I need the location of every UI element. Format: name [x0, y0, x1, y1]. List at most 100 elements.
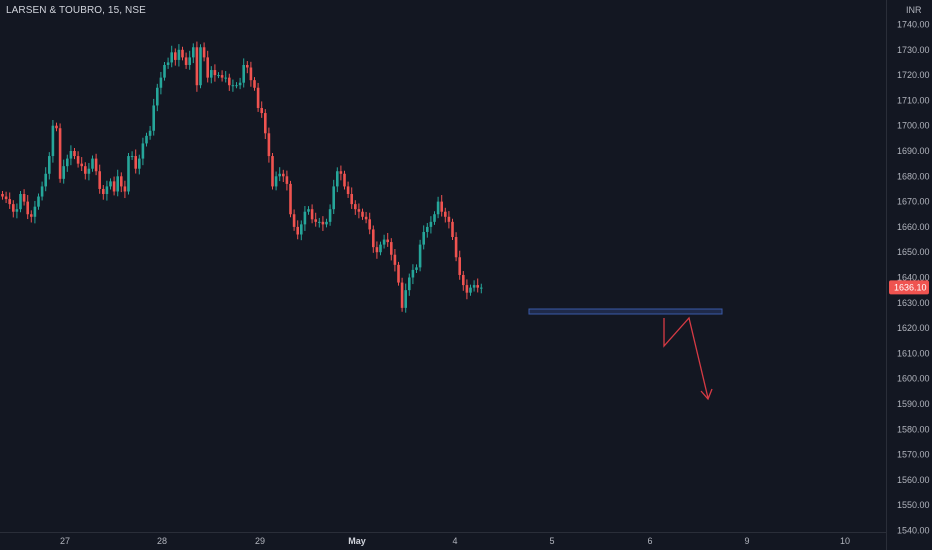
- candle-up: [332, 186, 335, 210]
- price-tick-label: 1700.00: [897, 121, 930, 131]
- candle-up: [382, 239, 386, 245]
- time-tick-label: 10: [840, 536, 850, 546]
- candle-down: [1, 194, 4, 197]
- candle-down: [339, 171, 343, 174]
- candle-down: [343, 173, 346, 187]
- candle-up: [177, 49, 181, 60]
- candle-down: [451, 221, 454, 238]
- candle-up: [138, 158, 141, 169]
- candle-down: [267, 133, 271, 157]
- projection-arrow-layer: [663, 316, 713, 401]
- candle-down: [350, 194, 353, 205]
- candle-up: [91, 158, 94, 169]
- candle-down: [321, 221, 325, 225]
- candle-down: [264, 113, 267, 134]
- candle-up: [66, 158, 69, 167]
- price-tick-label: 1720.00: [897, 70, 930, 80]
- candle-down: [393, 254, 397, 265]
- price-tick-label: 1540.00: [897, 526, 930, 536]
- candle-down: [123, 186, 127, 192]
- candle-up: [37, 196, 40, 207]
- candle-up: [328, 209, 332, 222]
- candle-up: [415, 267, 418, 270]
- candle-up: [210, 70, 213, 78]
- currency-label: INR: [906, 5, 922, 15]
- projection-path[interactable]: [663, 316, 709, 399]
- time-tick-label: 5: [549, 536, 554, 546]
- candle-up: [278, 173, 281, 177]
- price-tick-label: 1550.00: [897, 500, 930, 510]
- price-tick-label: 1580.00: [897, 424, 930, 434]
- candle-down: [12, 204, 15, 212]
- candle-down: [292, 214, 296, 227]
- candle-down: [181, 49, 184, 58]
- chart-title: LARSEN & TOUBRO, 15, NSE: [6, 5, 146, 16]
- price-tick-label: 1740.00: [897, 20, 930, 30]
- price-tick-label: 1680.00: [897, 171, 930, 181]
- candle-up: [404, 290, 407, 308]
- price-tick-label: 1610.00: [897, 348, 930, 358]
- price-tick-label: 1630.00: [897, 298, 930, 308]
- candle-up: [87, 168, 91, 174]
- price-tick-label: 1640.00: [897, 273, 930, 283]
- time-axis[interactable]: 27 28 29 May 4 5 6 9 10: [60, 536, 850, 546]
- time-tick-label: 28: [157, 536, 167, 546]
- candle-down: [246, 64, 249, 68]
- candle-down: [454, 237, 458, 258]
- candle-up: [303, 211, 307, 225]
- price-tick-label: 1710.00: [897, 95, 930, 105]
- candle-down: [372, 229, 375, 248]
- candle-up: [152, 105, 155, 131]
- candle-down: [260, 107, 263, 114]
- candle-down: [285, 176, 289, 184]
- candle-down: [314, 219, 317, 222]
- candle-down: [55, 125, 58, 129]
- candle-down: [8, 199, 11, 205]
- candle-up: [19, 194, 22, 210]
- price-tick-label: 1600.00: [897, 374, 930, 384]
- candle-up: [274, 176, 278, 187]
- price-axis[interactable]: 1740.00 1730.00 1720.00 1710.00 1700.00 1690.…: [889, 20, 930, 536]
- support-zone-rect[interactable]: [528, 308, 723, 315]
- candle-down: [22, 194, 26, 202]
- candle-down: [462, 274, 465, 286]
- candle-up: [188, 57, 191, 65]
- candle-up: [217, 75, 220, 77]
- candle-down: [390, 242, 393, 255]
- candle-up: [166, 62, 170, 65]
- projection-arrowhead: [700, 388, 713, 401]
- candle-up: [199, 47, 202, 86]
- candle-up: [469, 287, 472, 293]
- candle-down: [253, 80, 256, 88]
- candle-up: [109, 181, 112, 187]
- candle-down: [206, 57, 209, 78]
- candle-up: [480, 287, 483, 289]
- candle-up: [163, 64, 166, 78]
- candle-up: [69, 151, 73, 159]
- candle-down: [440, 201, 443, 212]
- candle-down: [195, 47, 199, 86]
- candle-up: [116, 176, 119, 192]
- candle-down: [271, 156, 274, 187]
- candle-down: [58, 128, 62, 179]
- candle-up: [105, 186, 109, 195]
- candle-up: [422, 231, 425, 245]
- candle-up: [318, 221, 321, 223]
- candle-up: [145, 135, 148, 144]
- candle-up: [48, 156, 51, 174]
- candle-up: [336, 171, 339, 187]
- candle-up: [159, 77, 163, 88]
- candle-down: [354, 204, 357, 210]
- time-tick-label: May: [348, 536, 366, 546]
- candle-down: [94, 158, 98, 172]
- candle-up: [127, 156, 130, 192]
- candle-down: [447, 216, 451, 222]
- candle-down: [30, 214, 33, 217]
- candle-up: [433, 214, 436, 222]
- candle-down: [220, 75, 224, 78]
- candle-down: [397, 264, 400, 283]
- candle-up: [242, 64, 245, 83]
- candle-up: [300, 224, 303, 235]
- time-tick-label: 6: [647, 536, 652, 546]
